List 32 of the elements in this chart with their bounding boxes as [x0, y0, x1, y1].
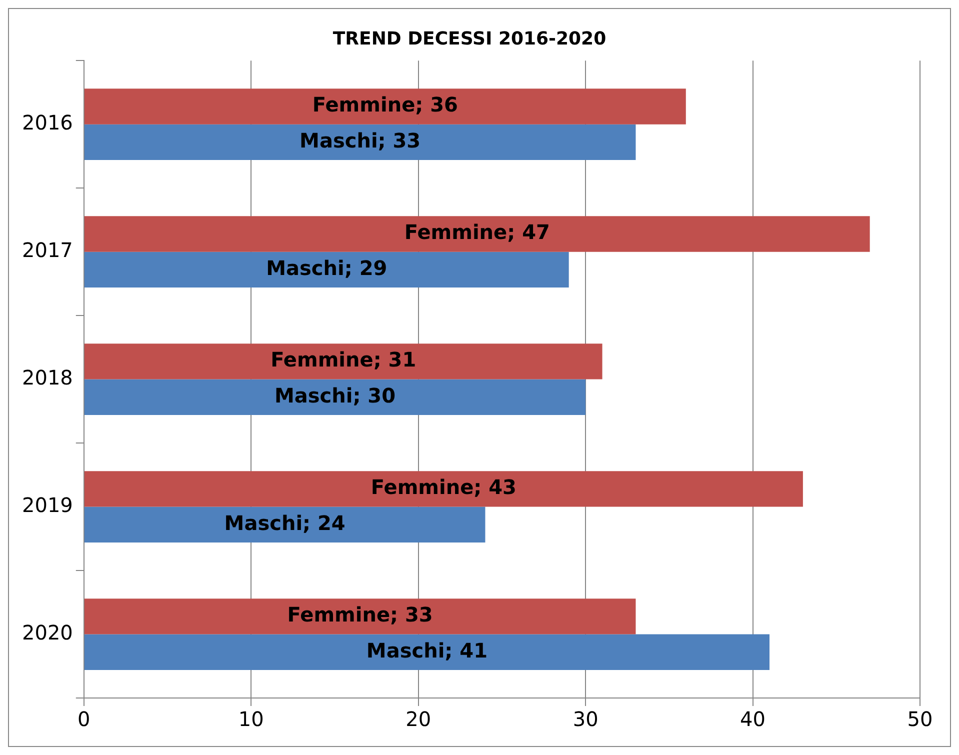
x-tick-label: 10	[238, 707, 264, 732]
x-tick-label: 50	[907, 707, 933, 732]
bar	[84, 88, 686, 124]
data-label: Maschi; 24	[224, 510, 346, 535]
data-label: Femmine; 36	[312, 92, 458, 117]
bar	[84, 471, 803, 507]
data-label: Femmine; 47	[404, 220, 550, 244]
bar	[84, 598, 636, 634]
bar	[84, 344, 602, 380]
chart-title: TREND DECESSI 2016-2020	[332, 28, 606, 50]
y-tick-label: 2017	[22, 238, 73, 262]
y-tick-label: 2016	[22, 110, 73, 135]
data-label: Maschi; 41	[366, 638, 488, 662]
bar	[84, 379, 586, 415]
data-label: Maschi; 33	[300, 128, 421, 152]
data-label: Femmine; 33	[287, 602, 433, 627]
x-tick-label: 0	[78, 707, 90, 732]
y-tick-label: 2019	[22, 492, 73, 517]
bar	[84, 216, 870, 252]
data-label: Femmine; 31	[270, 348, 416, 372]
data-label: Maschi; 29	[266, 256, 388, 280]
x-tick-label: 20	[406, 707, 432, 732]
data-label: Maschi; 30	[274, 383, 396, 408]
y-tick-label: 2020	[22, 620, 73, 644]
y-tick-label: 2018	[22, 366, 73, 390]
data-label: Femmine; 43	[370, 475, 516, 500]
bar	[84, 252, 569, 288]
bar	[84, 634, 770, 670]
x-tick-label: 40	[740, 707, 766, 732]
bar	[84, 506, 486, 542]
bar	[84, 124, 636, 160]
x-tick-label: 30	[572, 707, 598, 732]
